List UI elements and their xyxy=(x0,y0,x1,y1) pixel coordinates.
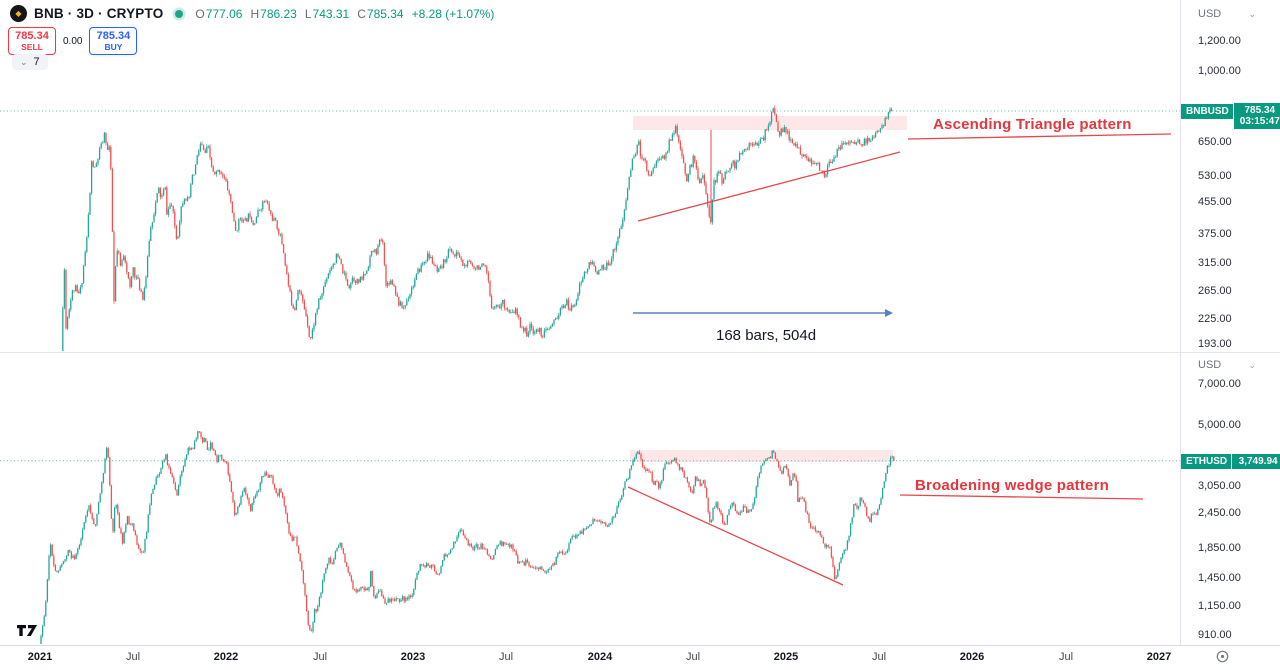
pane2-currency-label: USD xyxy=(1198,359,1222,371)
axis-settings-icon[interactable] xyxy=(1215,649,1230,669)
measure-label[interactable]: 168 bars, 504d xyxy=(716,327,817,344)
price-tick-label: 2,450.00 xyxy=(1198,507,1241,519)
symbol-title[interactable]: BNB · 3D · CRYPTO xyxy=(34,6,164,21)
tradingview-logo-icon[interactable] xyxy=(16,623,38,643)
price-tick-label: 7,000.00 xyxy=(1198,378,1241,390)
pane-separator[interactable] xyxy=(0,352,1280,353)
price-tick-label: 530.00 xyxy=(1198,170,1232,182)
time-tick-label: 2026 xyxy=(959,651,985,663)
price-tick-label: 1,450.00 xyxy=(1198,572,1241,584)
resistance-zone[interactable] xyxy=(630,450,893,462)
price-tick-label: 315.00 xyxy=(1198,257,1232,269)
pattern-trendline[interactable] xyxy=(907,133,1172,140)
chevron-down-icon: ⌄ xyxy=(1248,8,1256,19)
price-tick-label: 5,000.00 xyxy=(1198,419,1241,431)
price-tick-label: 193.00 xyxy=(1198,338,1232,350)
up-bodies xyxy=(40,431,893,644)
up-wicks xyxy=(62,107,891,351)
pattern-trendline[interactable] xyxy=(637,151,901,222)
sell-price: 785.34 xyxy=(15,30,49,42)
price-tick-label: 1,150.00 xyxy=(1198,600,1241,612)
buy-label: BUY xyxy=(104,42,123,53)
pane2-currency-selector[interactable]: USD ⌄ xyxy=(1198,359,1256,371)
time-tick-label: Jul xyxy=(312,651,328,663)
down-bodies xyxy=(51,431,895,632)
time-tick-label: 2023 xyxy=(400,651,426,663)
price-axis[interactable]: USD ⌄ USD ⌄ 1,200.00 1,000.00 650.00 530.00… xyxy=(1180,0,1280,645)
up-bodies xyxy=(62,108,891,351)
ohlc-values: O777.06 H786.23 L743.31 C785.34 +8.28 (+… xyxy=(195,7,494,21)
price-tick-label: 1,850.00 xyxy=(1198,542,1241,554)
price-tick-label: 375.00 xyxy=(1198,228,1232,240)
pattern-annotation-broadening-wedge[interactable]: Broadening wedge pattern xyxy=(915,477,1109,494)
price-tick-label: 265.00 xyxy=(1198,285,1232,297)
down-bodies xyxy=(65,108,893,338)
high-value: 786.23 xyxy=(260,6,297,21)
market-status-icon[interactable] xyxy=(175,9,184,18)
bnbusd-price-badge: BNBUSD 785.34 03:15:47 xyxy=(1181,103,1280,129)
sell-label: SELL xyxy=(21,42,43,53)
pane1-currency-selector[interactable]: USD ⌄ xyxy=(1198,8,1256,20)
symbol-legend[interactable]: ◆ BNB · 3D · CRYPTO O777.06 H786.23 L743… xyxy=(10,5,494,22)
chevron-down-icon: ⌄ xyxy=(1248,359,1256,370)
price-tick-label: 910.00 xyxy=(1198,629,1232,641)
low-label: L xyxy=(304,6,312,21)
bnb-logo-icon: ◆ xyxy=(10,5,27,22)
price-tick-label: 1,200.00 xyxy=(1198,35,1241,47)
price-tick-label: 225.00 xyxy=(1198,313,1232,325)
ethusd-pane[interactable] xyxy=(33,430,895,670)
change-value: +8.28 (+1.07%) xyxy=(411,6,495,21)
chevron-down-icon: ⌄ xyxy=(20,56,28,67)
time-tick-label: 2027 xyxy=(1146,651,1172,663)
price-tick-label: 650.00 xyxy=(1198,136,1232,148)
time-tick-label: 2022 xyxy=(213,651,239,663)
time-tick-label: Jul xyxy=(685,651,701,663)
price-tick-label: 3,050.00 xyxy=(1198,480,1241,492)
pane1-currency-label: USD xyxy=(1198,8,1222,20)
time-tick-label: 2025 xyxy=(773,651,799,663)
time-tick-label: Jul xyxy=(498,651,514,663)
object-count: 7 xyxy=(33,56,40,68)
pattern-annotation-ascending-triangle[interactable]: Ascending Triangle pattern xyxy=(933,116,1132,133)
price-tick-label: 455.00 xyxy=(1198,196,1232,208)
time-tick-label: Jul xyxy=(125,651,141,663)
badge-countdown: 03:15:47 xyxy=(1239,116,1280,127)
low-value: 743.31 xyxy=(312,6,350,21)
measure-arrowhead xyxy=(885,309,893,317)
badge-price: 785.34 xyxy=(1244,105,1276,116)
time-tick-label: Jul xyxy=(1058,651,1074,663)
ethusd-price-badge: ETHUSD 3,749.94 xyxy=(1181,454,1280,469)
price-tick-label: 1,000.00 xyxy=(1198,65,1241,77)
close-value: 785.34 xyxy=(366,6,404,21)
pattern-trendline[interactable] xyxy=(899,494,1144,500)
buy-button[interactable]: 785.34 BUY xyxy=(89,27,138,56)
pattern-trendline[interactable] xyxy=(627,486,844,586)
buy-price: 785.34 xyxy=(96,30,131,42)
close-label: C xyxy=(357,6,366,21)
bnbusd-pane[interactable] xyxy=(58,105,907,464)
down-wicks xyxy=(65,105,892,340)
badge-symbol: BNBUSD xyxy=(1181,104,1233,119)
spread-value: 0.00 xyxy=(63,35,83,47)
time-tick-label: Jul xyxy=(871,651,887,663)
badge-symbol: ETHUSD xyxy=(1181,454,1232,469)
time-axis[interactable]: 2021 Jul 2022 Jul 2023 Jul 2024 Jul 2025 Jul 2026 J… xyxy=(0,645,1280,670)
open-label: O xyxy=(195,6,205,21)
badge-price: 3,749.94 xyxy=(1238,456,1278,467)
high-label: H xyxy=(250,6,260,21)
sell-button[interactable]: 785.34 SELL xyxy=(8,27,56,56)
time-tick-label: 2024 xyxy=(587,651,613,663)
time-tick-label: 2021 xyxy=(27,651,53,663)
trade-panel: 785.34 SELL 0.00 785.34 BUY xyxy=(8,27,138,56)
object-tree-chip[interactable]: ⌄ 7 xyxy=(12,54,48,70)
open-value: 777.06 xyxy=(205,6,243,21)
